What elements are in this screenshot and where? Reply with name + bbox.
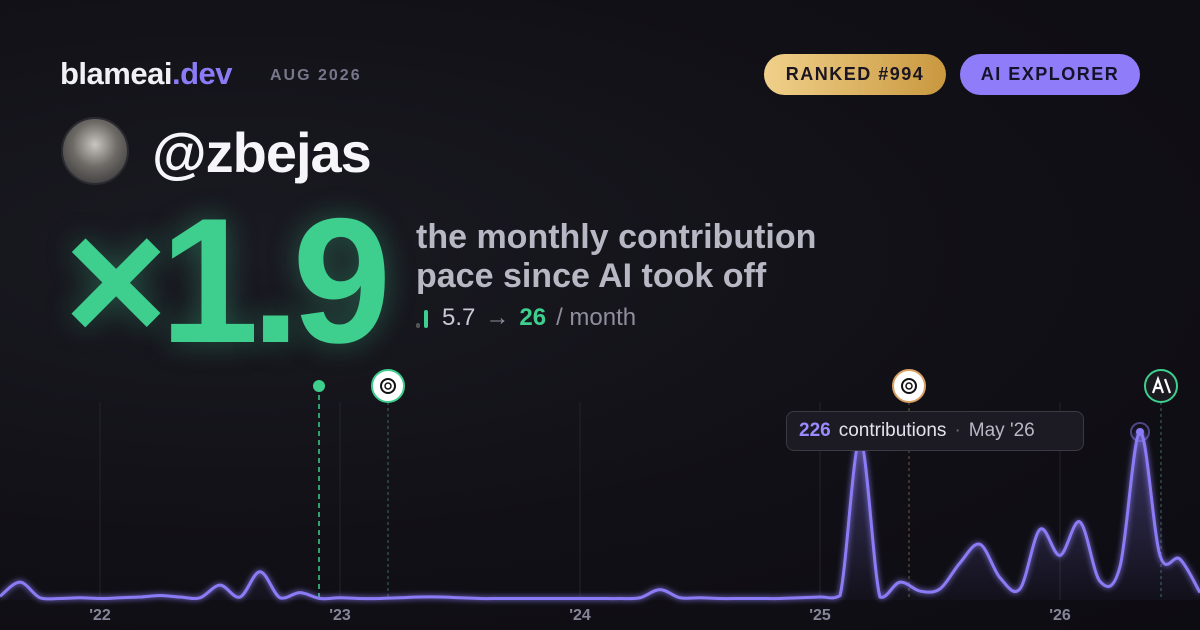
x-tick-label: '24 bbox=[569, 607, 591, 624]
event-dot bbox=[313, 380, 325, 392]
x-tick-label: '26 bbox=[1049, 607, 1071, 624]
tooltip-label: contributions bbox=[838, 420, 947, 441]
line bbox=[0, 430, 1200, 601]
area-fill bbox=[0, 431, 1200, 600]
x-tick-label: '23 bbox=[329, 607, 351, 624]
tooltip-date: May '26 bbox=[968, 420, 1035, 441]
multiplier: ×1.9 bbox=[64, 181, 391, 380]
avatar bbox=[61, 117, 129, 185]
brand-tld: .dev bbox=[171, 56, 233, 91]
openai-icon bbox=[892, 369, 926, 403]
bars-icon bbox=[416, 308, 432, 328]
anthropic-icon bbox=[1144, 369, 1178, 403]
pace-stats: 5.7 → 26 / month bbox=[416, 304, 636, 332]
peak-ring bbox=[1130, 422, 1150, 442]
caption: the monthly contribution pace since AI t… bbox=[416, 218, 817, 295]
x-tick-label: '25 bbox=[809, 607, 831, 624]
handle: @zbejas bbox=[152, 121, 372, 184]
tier-badge: AI EXPLORER bbox=[960, 54, 1140, 95]
tooltip: 226 contributions · May '26 bbox=[786, 411, 1084, 451]
tooltip-value: 226 bbox=[799, 420, 831, 441]
unit: / month bbox=[556, 304, 637, 331]
period: AUG 2026 bbox=[270, 67, 362, 84]
openai-icon bbox=[371, 369, 405, 403]
pace-before: 5.7 bbox=[442, 304, 476, 331]
x-tick-label: '22 bbox=[89, 607, 111, 624]
pace-after: 26 bbox=[519, 304, 547, 331]
brand: blameai.dev bbox=[60, 56, 232, 92]
arrow: → bbox=[485, 304, 510, 331]
peak-point bbox=[1136, 428, 1144, 436]
brand-name: blameai bbox=[60, 56, 172, 91]
separator: · bbox=[954, 420, 961, 441]
rank-badge: RANKED #994 bbox=[764, 54, 946, 95]
